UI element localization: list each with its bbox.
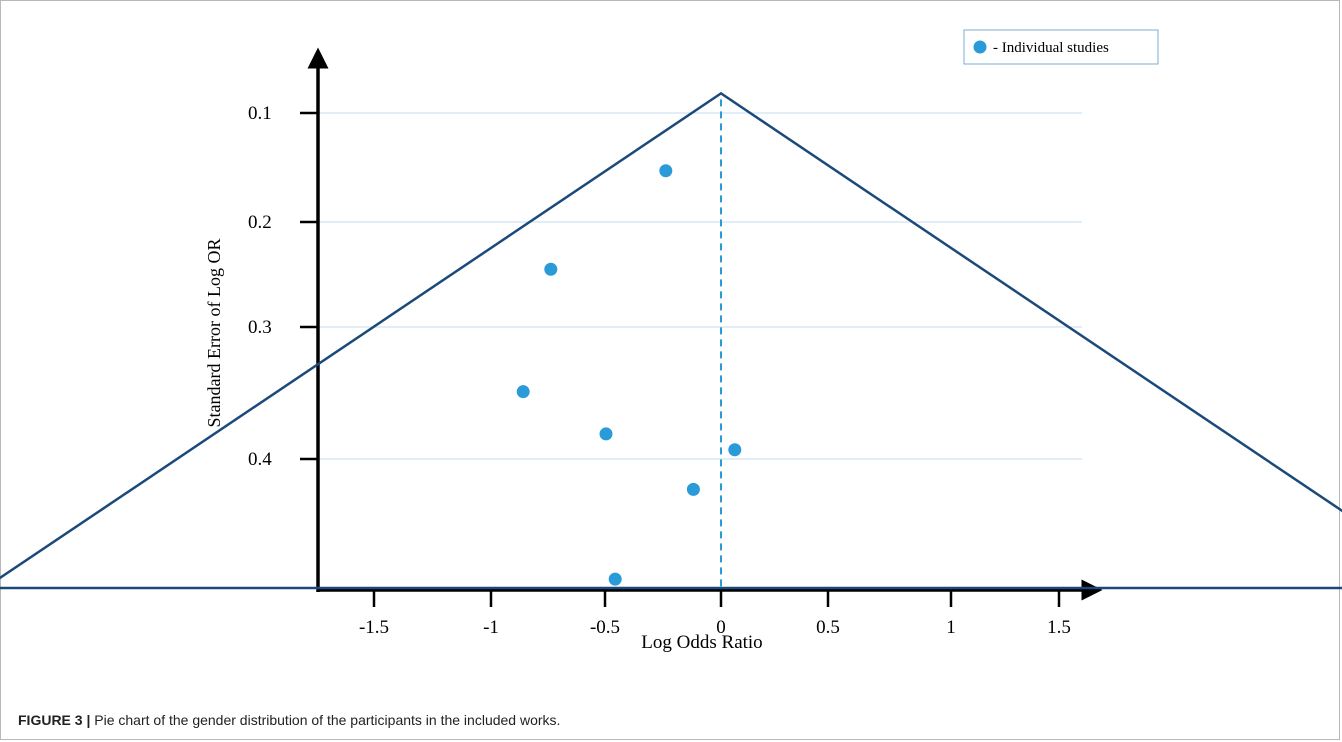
legend: - Individual studies bbox=[963, 29, 1159, 65]
x-ticks: -1.5 -1 -0.5 0 0.5 1 1.5 bbox=[359, 590, 1071, 638]
study-points bbox=[516, 164, 742, 586]
x-tick-label: 0.5 bbox=[816, 617, 840, 638]
study-point bbox=[659, 164, 673, 178]
caption-label: FIGURE 3 | bbox=[18, 712, 91, 728]
x-tick-label: 0 bbox=[716, 617, 726, 638]
x-tick-label: -0.5 bbox=[590, 617, 620, 638]
gridlines bbox=[318, 112, 1082, 460]
study-point bbox=[728, 443, 742, 457]
figure-caption: FIGURE 3 | Pie chart of the gender distr… bbox=[18, 712, 560, 728]
x-tick-label: -1.5 bbox=[359, 617, 389, 638]
funnel-triangle bbox=[0, 91, 1342, 590]
y-tick-label: 0.3 bbox=[248, 317, 272, 338]
x-axis-label: Log Odds Ratio bbox=[641, 632, 762, 653]
x-tick-label: 1.5 bbox=[1047, 617, 1071, 638]
legend-box bbox=[963, 29, 1159, 65]
study-point bbox=[686, 482, 700, 496]
legend-label: - Individual studies bbox=[993, 40, 1109, 56]
legend-marker bbox=[973, 40, 987, 54]
study-point bbox=[544, 262, 558, 276]
y-tick-label: 0.1 bbox=[248, 103, 272, 124]
x-tick-label: 1 bbox=[946, 617, 956, 638]
study-point bbox=[608, 572, 622, 586]
y-tick-label: 0.2 bbox=[248, 212, 272, 233]
study-point bbox=[516, 385, 530, 399]
study-point bbox=[599, 427, 613, 441]
y-ticks: 0.1 0.2 0.3 0.4 bbox=[248, 103, 318, 470]
x-tick-label: -1 bbox=[483, 617, 499, 638]
y-axis-label: Standard Error of Log OR bbox=[204, 239, 224, 428]
y-tick-label: 0.4 bbox=[248, 449, 272, 470]
caption-text: Pie chart of the gender distribution of … bbox=[90, 712, 561, 728]
